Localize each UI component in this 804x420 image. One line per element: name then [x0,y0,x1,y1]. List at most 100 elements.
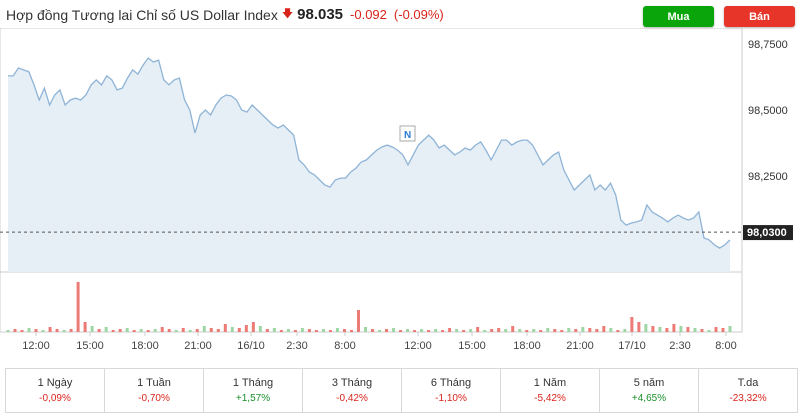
volume-bar [41,330,45,332]
volume-bar [651,326,655,332]
volume-bar [258,326,262,332]
volume-bar [209,328,213,332]
volume-bar [462,330,466,332]
x-tick-label: 16/10 [237,340,265,352]
volume-bar [546,328,550,332]
volume-bar [34,329,38,332]
current-price-label: 98,0300 [747,227,787,239]
volume-bar [392,328,396,332]
volume-bar [693,328,697,332]
volume-bar [679,326,683,332]
period-change: +1,57% [235,393,271,404]
volume-bar [560,330,564,332]
volume-bar [286,329,290,332]
volume-bar [132,330,136,332]
x-tick-label: 8:00 [715,340,736,352]
instrument-title: Hợp đồng Tương lai Chỉ số US Dollar Inde… [6,6,278,23]
x-tick-label: 18:00 [513,340,541,352]
period-change: -0,70% [138,393,170,404]
volume-bar [223,324,227,332]
volume-bar [237,328,241,332]
period-change: -0,09% [39,393,71,404]
volume-bar [385,329,389,332]
volume-bar [581,327,585,332]
volume-bar [300,328,304,332]
y-tick-label: 98,2500 [748,171,788,183]
volume-bar [6,330,10,332]
buy-button[interactable]: Mua [643,6,714,27]
volume-bar [707,330,711,332]
volume-bar [406,329,410,332]
volume-bar [483,330,487,332]
volume-bar [448,328,452,332]
x-tick-label: 17/10 [618,340,646,352]
volume-bar [153,329,157,332]
period-cell[interactable]: 5 năm +4,65% [600,369,699,412]
volume-bar [293,330,297,332]
volume-bar [504,329,508,332]
last-price: 98.035 [297,6,344,23]
period-cell[interactable]: 1 Tuần -0,70% [105,369,204,412]
news-marker[interactable] [399,125,416,142]
volume-bar [125,328,129,332]
volume-bar [602,326,606,332]
period-label: 1 Năm [533,377,567,389]
volume-bar [363,327,367,332]
volume-bar [371,329,375,332]
y-tick-label: 98,7500 [748,39,788,51]
price-change-percent: (-0.09%) [393,7,444,22]
period-cell[interactable]: 1 Ngày -0,09% [6,369,105,412]
volume-bar [111,330,115,332]
current-price-badge [743,225,793,241]
period-cell[interactable]: 3 Tháng -0,42% [303,369,402,412]
volume-bar [378,330,382,332]
period-change: -1,10% [435,393,467,404]
volume-bar [539,330,543,332]
volume-bar [672,324,676,332]
volume-bar [251,322,255,332]
y-tick-label: 98,5000 [748,105,788,117]
volume-bar [518,329,522,332]
volume-bar [714,327,718,332]
volume-bar [567,328,571,332]
x-tick-label: 2:30 [286,340,307,352]
period-label: T.da [737,377,759,389]
period-label: 1 Ngày [37,377,73,389]
plot-frame [0,28,743,333]
period-cell[interactable]: 6 Tháng -1,10% [402,369,501,412]
volume-bar [97,329,101,332]
period-cell[interactable]: 1 Năm -5,42% [501,369,600,412]
period-label: 5 năm [633,377,665,389]
period-cell[interactable]: T.da -23,32% [699,369,797,412]
volume-bar [609,328,613,332]
volume-bar [665,328,669,332]
volume-bar [644,324,648,332]
volume-bar [595,329,599,332]
volume-bar [195,329,199,332]
volume-bar [69,329,73,332]
volume-bar [244,325,248,332]
volume-bar [13,329,17,332]
sell-button[interactable]: Bán [724,6,795,27]
period-cell[interactable]: 1 Tháng +1,57% [204,369,303,412]
volume-bar [399,330,403,332]
instrument-header: Hợp đồng Tương lai Chỉ số US Dollar Inde… [6,5,444,24]
volume-bar [265,329,269,332]
volume-bar [476,327,480,332]
volume-bar [55,329,59,332]
volume-bar [314,330,318,332]
volume-bar [139,329,143,332]
x-tick-label: 15:00 [458,340,486,352]
price-chart[interactable]: Investing.com98,750098,500098,250098,030… [0,28,804,358]
volume-bar [658,327,662,332]
x-tick-label: 21:00 [184,340,212,352]
x-tick-label: 15:00 [76,340,104,352]
volume-bar [413,330,417,332]
volume-bar [104,327,108,332]
volume-bar [307,329,311,332]
period-label: 6 Tháng [430,377,472,389]
volume-bar [630,317,634,332]
volume-bar [455,329,459,332]
volume-bar [623,329,627,332]
volume-bar [342,329,346,332]
